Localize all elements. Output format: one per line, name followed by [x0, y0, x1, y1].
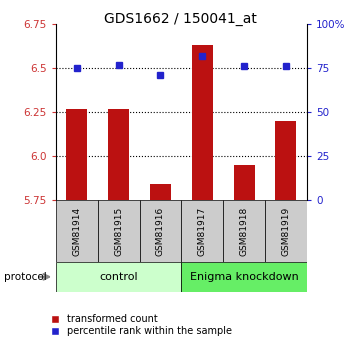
Text: GSM81916: GSM81916	[156, 207, 165, 256]
Text: GSM81918: GSM81918	[240, 207, 249, 256]
Bar	[192, 45, 213, 200]
Bar	[275, 121, 296, 200]
Text: GSM81919: GSM81919	[282, 207, 291, 256]
Text: protocol: protocol	[4, 272, 46, 282]
Text: GSM81915: GSM81915	[114, 207, 123, 256]
Bar	[181, 262, 307, 292]
Text: GSM81917: GSM81917	[198, 207, 207, 256]
Bar	[223, 200, 265, 262]
Legend: transformed count, percentile rank within the sample: transformed count, percentile rank withi…	[41, 310, 236, 340]
Bar	[181, 200, 223, 262]
Bar	[56, 262, 181, 292]
Text: GDS1662 / 150041_at: GDS1662 / 150041_at	[104, 12, 257, 26]
Bar	[140, 200, 181, 262]
Bar	[56, 200, 98, 262]
Bar	[108, 109, 129, 200]
Bar	[265, 200, 307, 262]
Text: Enigma knockdown: Enigma knockdown	[190, 272, 299, 282]
Bar	[66, 109, 87, 200]
Text: GSM81914: GSM81914	[72, 207, 81, 256]
Bar	[234, 165, 255, 200]
Bar	[98, 200, 140, 262]
Bar	[150, 184, 171, 200]
Text: control: control	[99, 272, 138, 282]
